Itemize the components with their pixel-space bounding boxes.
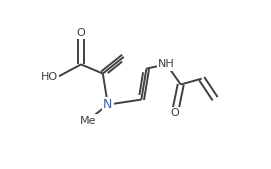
Text: O: O xyxy=(77,28,85,38)
Text: Me: Me xyxy=(79,116,96,126)
Text: O: O xyxy=(170,108,179,118)
Text: HO: HO xyxy=(40,72,57,82)
Text: NH: NH xyxy=(158,59,175,69)
Text: N: N xyxy=(103,98,112,111)
